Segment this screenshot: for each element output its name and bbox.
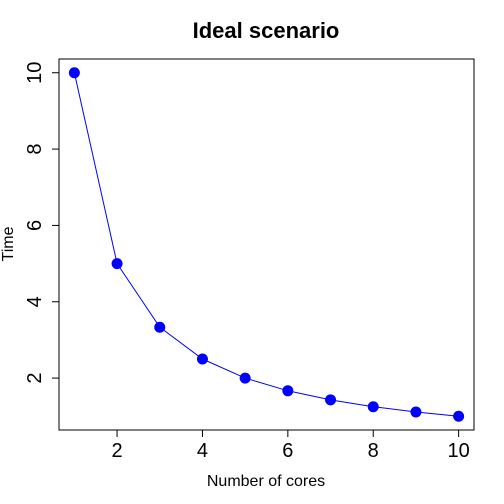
data-point <box>154 321 166 333</box>
y-tick-label: 6 <box>24 220 46 231</box>
x-tick-label: 2 <box>112 440 123 462</box>
data-point <box>68 67 80 79</box>
x-axis: 2 4 6 8 10 <box>112 430 470 462</box>
y-tick-label: 10 <box>24 62 46 84</box>
y-tick-label: 2 <box>24 373 46 384</box>
data-point <box>196 353 208 365</box>
data-point <box>325 394 337 406</box>
series-layer <box>68 67 465 422</box>
data-point <box>410 406 422 418</box>
y-tick-label: 4 <box>24 296 46 307</box>
x-tick-label: 10 <box>448 440 470 462</box>
data-point <box>239 372 251 384</box>
chart-title: Ideal scenario <box>193 18 340 43</box>
x-axis-label: Number of cores <box>207 473 325 490</box>
y-axis: 2 4 6 8 10 <box>24 62 59 384</box>
plot-frame <box>58 58 475 431</box>
series-line <box>73 72 459 417</box>
x-tick-label: 6 <box>282 440 293 462</box>
x-tick-label: 4 <box>197 440 208 462</box>
data-point <box>367 401 379 413</box>
y-axis-label: Time <box>0 226 17 261</box>
data-point <box>111 258 123 270</box>
y-tick-label: 8 <box>24 144 46 155</box>
data-point <box>453 410 465 422</box>
data-point <box>282 385 294 397</box>
x-tick-label: 8 <box>368 440 379 462</box>
